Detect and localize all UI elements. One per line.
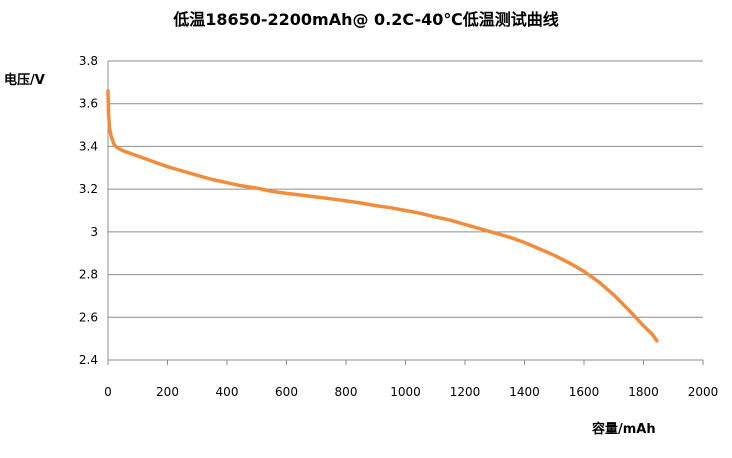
y-tick-label: 2.6 [79, 310, 98, 324]
x-tick-label: 200 [156, 385, 179, 399]
x-tick-labels: 0 200 400 600 800 1000 1200 1400 1600 1800 2000 [104, 385, 718, 399]
x-tick-label: 0 [104, 385, 112, 399]
x-tick-label: 1000 [390, 385, 421, 399]
y-tick-label: 3 [90, 225, 98, 239]
x-axis-label: 容量/mAh [591, 421, 656, 437]
x-tick-label: 800 [335, 385, 358, 399]
x-tick-label: 2000 [688, 385, 719, 399]
series [106, 89, 659, 343]
x-tick-label: 400 [216, 385, 239, 399]
x-tick-label: 600 [275, 385, 298, 399]
x-tick-label: 1600 [569, 385, 600, 399]
x-tick-label: 1200 [450, 385, 481, 399]
y-tick-label: 3.4 [79, 139, 98, 153]
y-tick-label: 3.8 [79, 54, 98, 68]
y-tick-labels: 2.4 2.6 2.8 3 3.2 3.4 3.6 3.8 [79, 54, 98, 367]
y-tick-label: 2.4 [79, 353, 98, 367]
y-axis-label: 电压/V [4, 72, 45, 88]
axes [107, 61, 704, 365]
gridlines [108, 60, 703, 318]
y-tick-label: 3.2 [79, 182, 98, 196]
y-tick-label: 3.6 [79, 97, 98, 111]
x-tick-label: 1400 [509, 385, 540, 399]
x-tick-label: 1800 [628, 385, 659, 399]
y-tick-label: 2.8 [79, 268, 98, 282]
series-line [106, 89, 659, 343]
chart-title: 低温18650-2200mAh@ 0.2C-40℃低温测试曲线 [172, 10, 559, 29]
